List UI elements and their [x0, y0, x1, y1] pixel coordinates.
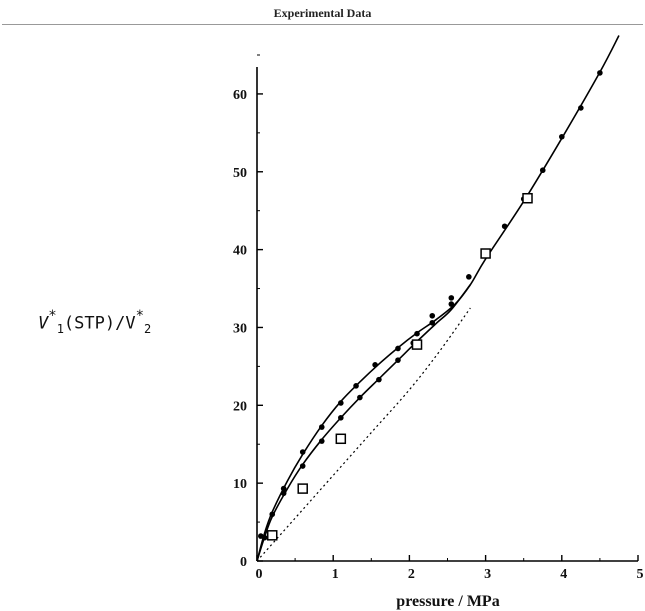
data-point-square: [522, 192, 533, 204]
data-point-circle-s1: [539, 167, 546, 174]
data-point-circle-s2: [299, 463, 306, 469]
data-point-circle-s2: [357, 394, 363, 401]
y-axis-label: V*1(STP)/V*2: [38, 308, 152, 337]
y-tick-label: 60: [233, 88, 247, 103]
data-point-circle-s1: [414, 330, 420, 337]
data-point-circle-s1: [466, 274, 472, 280]
header-divider: [2, 24, 643, 25]
x-tick-label: 5: [637, 567, 644, 582]
data-point-circle-s1: [353, 383, 359, 389]
y-label-mid: (STP)/V: [63, 313, 136, 334]
x-tick-label: 4: [560, 567, 567, 582]
curve-dotted-3: [256, 307, 471, 562]
data-point-circle-s1: [429, 312, 436, 319]
y-tick-label: 40: [233, 244, 247, 259]
data-point-circle-s1: [501, 223, 508, 230]
data-point-circle-s1: [448, 295, 455, 301]
axes-group: 0 10 20 30 40 50 60 0 1 2 3 4 5: [233, 54, 644, 582]
x-tick-label: 2: [408, 567, 415, 582]
x-tick-label: 3: [484, 567, 491, 582]
data-point-circle-s1: [318, 424, 325, 430]
y-tick-label: 30: [233, 321, 247, 336]
markers-group: [258, 70, 603, 541]
data-point-circle-s2: [318, 438, 325, 444]
data-point-circle-s1: [299, 449, 306, 455]
data-point-circle-s2: [280, 490, 287, 497]
y-label-v1-sub: 1: [56, 322, 64, 337]
data-point-circle-s2: [376, 376, 382, 383]
data-point-square: [480, 248, 491, 259]
data-point-circle-s2: [338, 414, 344, 421]
x-axis-label: pressure / MPa: [396, 593, 499, 610]
data-point-circle-s2: [448, 301, 455, 307]
y-tick-label: 20: [233, 399, 247, 414]
y-tick-label: 0: [240, 555, 247, 570]
y-tick-label: 10: [233, 477, 247, 492]
data-point-circle-s1: [395, 345, 401, 352]
curve-solid-2: [256, 284, 471, 562]
data-point-circle-s1: [269, 511, 276, 518]
data-point-circle-s1: [597, 70, 603, 76]
y-label-v2-sub: 2: [144, 322, 152, 337]
data-point-square: [335, 433, 347, 445]
data-point-circle-s1: [578, 105, 584, 111]
y-tick-label: 50: [233, 166, 247, 181]
y-label-v1-sup: *: [48, 308, 57, 324]
data-point-square: [266, 530, 278, 541]
data-point-circle-s1: [559, 133, 565, 140]
y-label-v1: V: [38, 313, 49, 334]
data-point-circle-s1: [280, 485, 287, 492]
data-point-circle-s1: [338, 400, 344, 406]
data-point-circle-s2: [429, 319, 436, 326]
data-point-square: [411, 339, 423, 350]
y-label-v2-sup: *: [135, 308, 145, 324]
data-point-square: [297, 483, 308, 494]
data-point-circle-s1: [372, 362, 378, 368]
data-point-circle-s2: [395, 357, 401, 363]
curve-solid-1: [256, 35, 620, 562]
x-tick-label: 1: [332, 567, 339, 582]
x-tick-label: 0: [256, 567, 263, 582]
header-title: Experimental Data: [273, 6, 372, 20]
curves-group: [256, 35, 620, 562]
data-point-circle-s2: [261, 534, 268, 541]
